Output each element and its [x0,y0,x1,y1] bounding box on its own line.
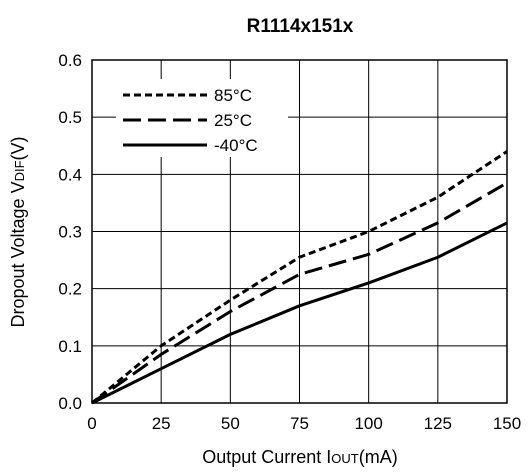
y-axis-label: Dropout Voltage VDIF(V) [8,136,28,327]
y-tick-label: 0.6 [58,51,82,70]
x-tick-label: 150 [493,414,521,433]
x-axis-label: Output Current IOUT(mA) [202,447,398,467]
y-tick-labels: 0.0 0.1 0.2 0.3 0.4 0.5 0.6 [58,51,82,413]
y-tick-label: 0.4 [58,165,82,184]
legend: 85°C 25°C -40°C [116,79,288,157]
series-line-2 [91,221,508,405]
legend-label-0: 85°C [214,86,252,105]
plot-frame [91,59,508,404]
legend-label-1: 25°C [214,111,252,130]
series-lines [91,150,508,405]
x-tick-label: 125 [424,414,452,433]
series-line-0 [91,150,508,405]
x-tick-label: 100 [354,414,382,433]
x-tick-label: 50 [221,414,240,433]
y-tick-label: 0.1 [58,337,82,356]
x-tick-label: 25 [152,414,171,433]
y-tick-label: 0.3 [58,223,82,242]
chart-title: R1114x151x [247,16,354,37]
x-tick-labels: 0 25 50 75 100 125 150 [87,414,521,433]
series-line-1 [91,181,508,405]
y-tick-label: 0.5 [58,108,82,127]
legend-label-2: -40°C [214,136,258,155]
y-tick-label: 0.2 [58,280,82,299]
y-tick-label: 0.0 [58,394,82,413]
x-tick-label: 0 [87,414,96,433]
x-tick-label: 75 [290,414,309,433]
